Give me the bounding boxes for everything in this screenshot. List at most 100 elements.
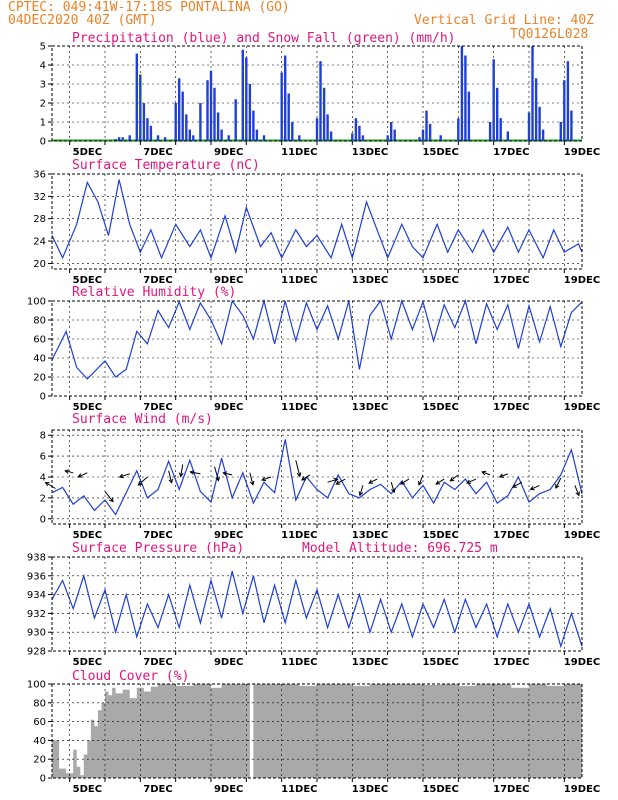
wind-arrow-head: [64, 469, 70, 474]
precip-bar: [527, 112, 531, 141]
precip-bar: [241, 49, 244, 141]
x-tick-label: 5DEC: [73, 275, 102, 286]
precip-bar: [185, 114, 188, 141]
precip-bar: [421, 129, 425, 141]
precip-bar: [563, 80, 566, 141]
wind-arrow-head: [261, 476, 267, 482]
wind-arrow-head: [118, 473, 124, 479]
x-tick-label: 11DEC: [281, 657, 317, 668]
precip-bar: [428, 123, 432, 141]
x-tick-label: 15DEC: [422, 657, 458, 668]
wind-arrow: [555, 477, 562, 489]
x-tick-label: 11DEC: [281, 784, 317, 795]
wind-arrow: [190, 471, 201, 475]
x-tick-label: 15DEC: [422, 147, 458, 158]
precip-bar: [361, 135, 365, 141]
wind-arrow-head: [555, 483, 560, 489]
x-tick-label: 9DEC: [214, 530, 243, 541]
precip-bar: [570, 110, 573, 141]
wind-arrow: [119, 473, 130, 478]
wind-arrow-head: [77, 473, 83, 478]
x-tick-label: 5DEC: [73, 402, 102, 413]
x-tick-label: 11DEC: [281, 402, 317, 413]
precip-bar: [284, 55, 287, 141]
precip-bar: [178, 78, 181, 141]
temp-panel: Surface Temperature (nC) 20 24 28 32 36 5DEC 7…: [33, 158, 600, 286]
y-tick-label: 28: [33, 214, 46, 225]
precip-bar: [496, 87, 499, 141]
precip-bar: [298, 135, 301, 141]
y-tick-label: 20: [33, 373, 46, 384]
y-tick-label: 1: [40, 118, 46, 129]
y-tick-label: 24: [33, 237, 46, 248]
plot-frame: [51, 556, 583, 652]
wind-arrow-head: [418, 480, 423, 486]
precip-bar: [319, 61, 322, 142]
wind-arrow: [400, 478, 410, 485]
y-tick-label: 2: [40, 493, 46, 504]
x-tick-label: 15DEC: [422, 402, 458, 413]
precip-bar: [146, 118, 149, 141]
precip-bar: [329, 131, 333, 141]
temp-plot: 20 24 28 32 36 5DEC 7DEC 9DEC 11DEC 13DEC 15DEC 17D…: [33, 170, 600, 287]
wind-arrow-head: [481, 470, 487, 476]
precip-bar: [287, 93, 290, 141]
x-tick-label: 7DEC: [143, 784, 172, 795]
x-tick-label: 7DEC: [143, 530, 172, 541]
y-tick-label: 930: [27, 628, 46, 639]
precip-bar: [234, 99, 237, 141]
x-tick-label: 5DEC: [73, 147, 102, 158]
wind-arrow: [223, 472, 233, 476]
precip-bar: [280, 72, 283, 141]
x-tick-label: 7DEC: [143, 402, 172, 413]
precip-bar: [464, 55, 467, 141]
wind-arrow: [530, 484, 540, 490]
wind-arrow-head: [400, 480, 405, 485]
x-tick-label: 13DEC: [352, 402, 388, 413]
precip-bar: [206, 80, 209, 141]
precip-bar: [534, 78, 538, 141]
precip-bar: [149, 125, 153, 141]
wind-arrow-head: [296, 472, 302, 478]
wind-arrow-head: [529, 485, 535, 491]
y-tick-label: 32: [33, 192, 46, 203]
wind-line: [51, 439, 583, 516]
wind-arrow: [180, 464, 184, 477]
wind-arrow: [449, 474, 459, 482]
rh-line: [51, 298, 583, 380]
precip-bar: [245, 57, 248, 141]
header-grid-info: Vertical Grid Line: 40Z: [414, 13, 594, 28]
precip-bar: [506, 131, 509, 141]
y-tick-label: 20: [33, 755, 46, 766]
x-tick-label: 15DEC: [422, 530, 458, 541]
x-tick-label: 15DEC: [422, 275, 458, 286]
temp-line: [51, 179, 583, 260]
precip-bar: [499, 118, 502, 141]
precip-bar: [216, 112, 220, 141]
wind-arrow: [418, 474, 424, 486]
wind-panel: Surface Wind (m/s) 0 2 4 6 8 5DEC 7DEC 9DEC 11DE…: [40, 412, 601, 541]
precip-bar: [181, 91, 184, 141]
y-tick-label: 0: [40, 137, 46, 148]
y-tick-label: 40: [33, 736, 46, 747]
precip-bar: [439, 135, 442, 141]
precip-bar: [213, 87, 216, 141]
y-tick-label: 100: [27, 680, 46, 691]
wind-arrow: [261, 476, 272, 481]
precip-bar: [128, 135, 131, 141]
y-tick-label: 20: [33, 259, 46, 270]
x-tick-label: 11DEC: [281, 275, 317, 286]
wind-plot: 0 2 4 6 8 5DEC 7DEC 9DEC 11DEC 13DEC 15DEC 17DEC 19D…: [40, 429, 600, 541]
x-tick-label: 19DEC: [564, 784, 600, 795]
pressure-panel: Surface Pressure (hPa) Model Altitude: 6…: [27, 541, 600, 668]
header-location: CPTEC: 049:41W-17:18S PONTALINA (GO): [8, 0, 290, 15]
x-tick-label: 19DEC: [564, 530, 600, 541]
x-tick-label: 9DEC: [214, 275, 243, 286]
precip-bar: [460, 46, 464, 141]
precip-bar: [492, 59, 495, 141]
wind-arrow-head: [168, 478, 174, 484]
precip-bar: [262, 135, 266, 141]
precip-bar: [163, 137, 167, 141]
rh-panel: Relative Humidity (%) 0 20 40 60 80 100 5DEC 7D…: [27, 285, 600, 413]
